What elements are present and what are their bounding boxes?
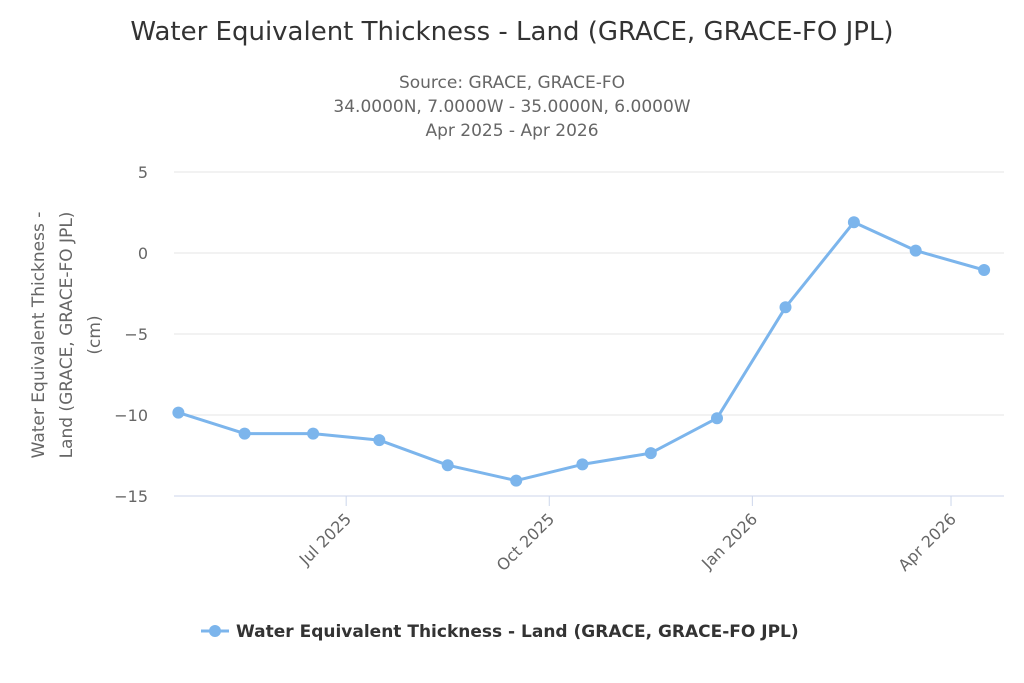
gridlines <box>174 171 1004 497</box>
x-tick-label: Apr 2026 <box>894 509 959 574</box>
data-point[interactable] <box>373 434 386 447</box>
data-point[interactable] <box>576 458 589 471</box>
chart-subtitle-line-2: 34.0000N, 7.0000W - 35.0000N, 6.0000W <box>333 97 690 117</box>
data-point[interactable] <box>711 412 723 425</box>
chart-subtitle-line-3: Apr 2025 - Apr 2026 <box>425 121 598 141</box>
data-point[interactable] <box>847 216 860 229</box>
data-point[interactable] <box>441 459 454 472</box>
y-axis-title: Water Equivalent Thickness - Land (GRACE… <box>29 212 105 459</box>
y-tick-label: −15 <box>114 487 148 506</box>
y-axis-title-line-1: Water Equivalent Thickness - <box>29 212 49 459</box>
series-line <box>177 220 985 483</box>
series-layer <box>172 216 991 487</box>
y-tick-label: −5 <box>124 325 148 344</box>
data-point[interactable] <box>909 244 922 257</box>
chart-subtitle-line-1: Source: GRACE, GRACE-FO <box>399 73 625 93</box>
y-axis-ticks: 5 0 −5 −10 −15 <box>114 163 148 506</box>
x-tick-label: Jul 2025 <box>295 509 355 569</box>
data-point[interactable] <box>779 301 792 314</box>
chart-title: Water Equivalent Thickness - Land (GRACE… <box>130 17 893 47</box>
y-tick-label: −10 <box>114 406 148 425</box>
data-point[interactable] <box>510 474 523 487</box>
legend-marker-swatch <box>209 625 221 637</box>
legend-label[interactable]: Water Equivalent Thickness - Land (GRACE… <box>236 622 799 642</box>
data-point[interactable] <box>644 447 657 460</box>
data-point[interactable] <box>172 406 185 419</box>
data-point[interactable] <box>978 264 991 276</box>
y-tick-label: 5 <box>138 163 148 182</box>
data-point[interactable] <box>238 427 251 440</box>
y-tick-label: 0 <box>138 244 148 263</box>
x-tick-label: Jan 2026 <box>697 509 761 573</box>
data-point[interactable] <box>307 427 320 440</box>
legend[interactable]: Water Equivalent Thickness - Land (GRACE… <box>201 622 799 642</box>
x-axis: Jul 2025 Oct 2025 Jan 2026 Apr 2026 <box>174 495 1004 575</box>
y-axis-title-line-2: Land (GRACE, GRACE-FO JPL) <box>57 212 77 459</box>
y-axis-title-line-3: (cm) <box>85 315 105 354</box>
x-tick-label: Oct 2025 <box>493 509 558 574</box>
